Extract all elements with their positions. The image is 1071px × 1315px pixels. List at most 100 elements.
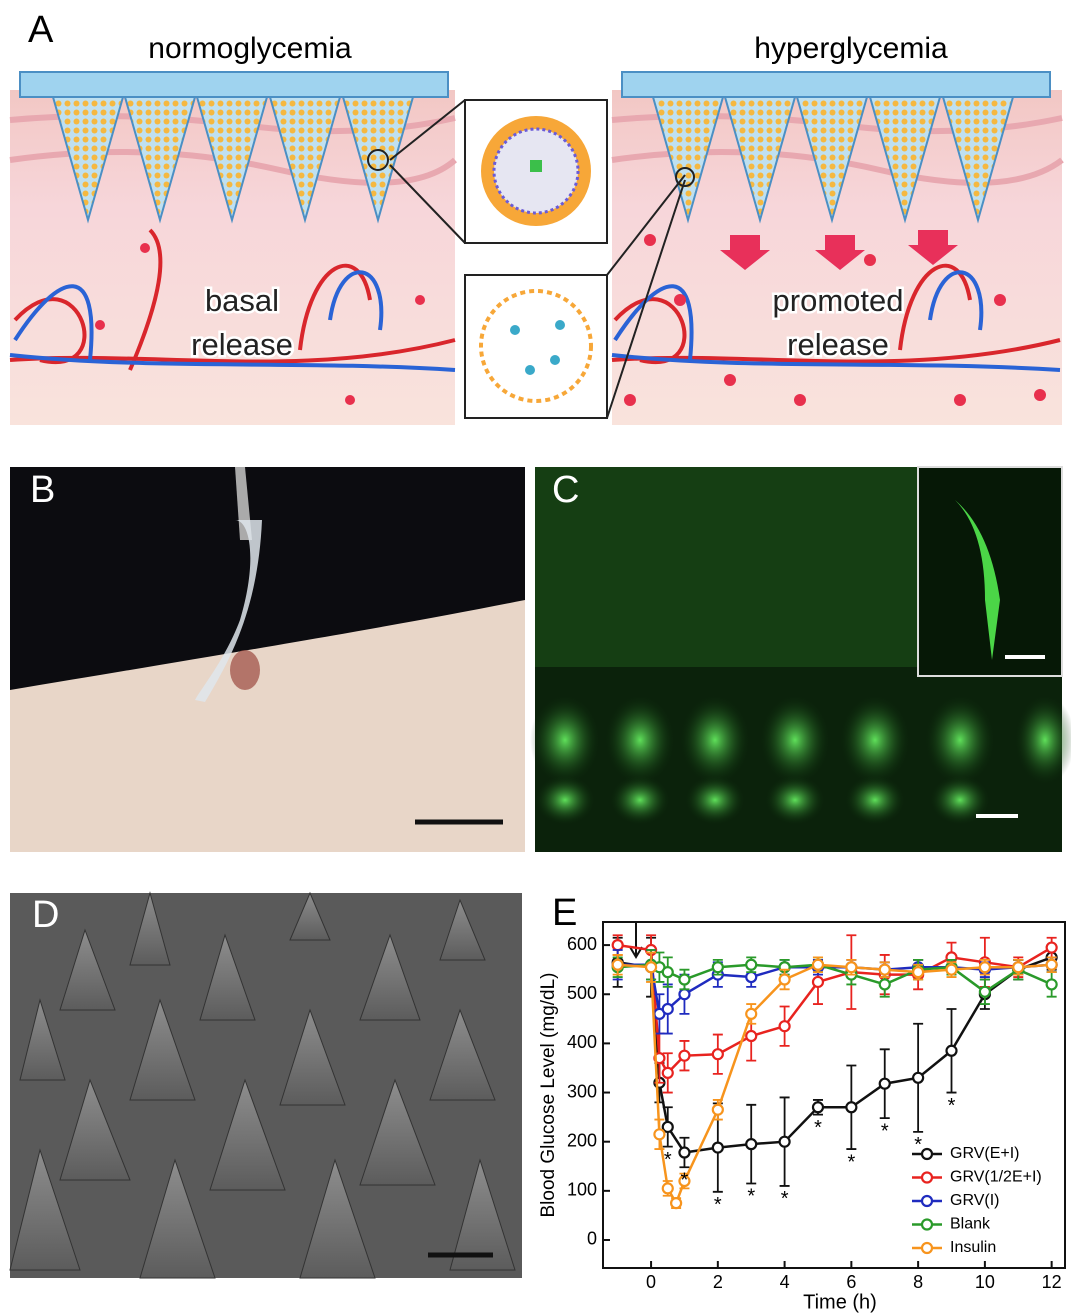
data-point xyxy=(746,1139,756,1149)
data-point xyxy=(980,962,990,972)
data-point xyxy=(780,975,790,985)
significance-star: * xyxy=(714,1194,722,1216)
annotation: promoted xyxy=(773,283,904,318)
legend-label: GRV(E+I) xyxy=(950,1145,1020,1162)
x-tick-label: 12 xyxy=(1042,1272,1062,1292)
data-point xyxy=(980,987,990,997)
data-point xyxy=(613,940,623,950)
legend-label: GRV(I) xyxy=(950,1192,999,1209)
y-tick-label: 0 xyxy=(587,1229,597,1249)
injection-arrow xyxy=(630,922,642,957)
data-point xyxy=(713,1049,723,1059)
significance-star: * xyxy=(747,1186,755,1208)
annotation: basal xyxy=(205,283,279,318)
legend-marker xyxy=(922,1173,932,1183)
x-tick-label: 4 xyxy=(780,1272,790,1292)
patch-base xyxy=(20,72,448,97)
significance-star: * xyxy=(847,1151,855,1173)
patch-base xyxy=(622,72,1050,97)
y-tick-label: 400 xyxy=(567,1032,597,1052)
legend-label: Blank xyxy=(950,1216,991,1233)
legend-marker xyxy=(922,1220,932,1230)
x-axis-title: Time (h) xyxy=(803,1291,877,1313)
x-tick-label: 10 xyxy=(975,1272,995,1292)
significance-star: * xyxy=(781,1188,789,1210)
x-tick-label: 6 xyxy=(846,1272,856,1292)
data-point xyxy=(663,967,673,977)
vesicle-cargo xyxy=(530,160,542,172)
data-point xyxy=(880,1079,890,1089)
data-point xyxy=(663,1183,673,1193)
condition-title: normoglycemia xyxy=(148,32,352,65)
panel-d: D xyxy=(10,893,522,1278)
data-point xyxy=(646,962,656,972)
panel-b: B xyxy=(10,467,525,852)
significance-star: * xyxy=(814,1117,822,1139)
dissociated-inset xyxy=(465,275,607,418)
data-point xyxy=(780,1137,790,1147)
data-point xyxy=(613,960,623,970)
figure: A normoglycemia hyperglycemia basal rele… xyxy=(0,0,1071,1315)
data-point xyxy=(713,1143,723,1153)
data-point xyxy=(813,977,823,987)
data-point xyxy=(679,1148,689,1158)
y-tick-label: 600 xyxy=(567,934,597,954)
data-point xyxy=(1047,979,1057,989)
panel-label: E xyxy=(552,892,577,934)
data-point xyxy=(846,1102,856,1112)
data-point xyxy=(746,972,756,982)
data-point xyxy=(1047,960,1057,970)
annotation: release xyxy=(191,327,293,362)
data-point xyxy=(663,1122,673,1132)
x-tick-label: 0 xyxy=(646,1272,656,1292)
data-point xyxy=(654,1129,664,1139)
data-point xyxy=(846,962,856,972)
legend-marker xyxy=(922,1196,932,1206)
panel-a: A normoglycemia hyperglycemia basal rele… xyxy=(10,9,1062,425)
data-point xyxy=(663,1004,673,1014)
data-point xyxy=(813,960,823,970)
panel-e: E Time (h) Blood Glucose Level (mg/dL) 0… xyxy=(538,892,1065,1313)
condition-title: hyperglycemia xyxy=(754,32,948,65)
data-point xyxy=(671,1198,681,1208)
data-point xyxy=(1047,943,1057,953)
annotation: release xyxy=(787,327,889,362)
data-point xyxy=(1013,962,1023,972)
data-point xyxy=(679,989,689,999)
data-point xyxy=(947,965,957,975)
data-point xyxy=(780,1021,790,1031)
y-axis-title: Blood Glucose Level (mg/dL) xyxy=(538,972,559,1217)
legend-marker xyxy=(922,1243,932,1253)
panel-label: B xyxy=(30,469,55,511)
y-tick-label: 100 xyxy=(567,1180,597,1200)
data-point xyxy=(880,965,890,975)
legend-label: Insulin xyxy=(950,1239,996,1256)
x-tick-label: 8 xyxy=(913,1272,923,1292)
skin-mark xyxy=(230,650,260,690)
panel-label: C xyxy=(552,469,579,511)
data-point xyxy=(913,967,923,977)
data-point xyxy=(813,1102,823,1112)
panel-c: C xyxy=(530,467,1071,852)
data-point xyxy=(663,1068,673,1078)
data-point xyxy=(913,1073,923,1083)
significance-star: * xyxy=(664,1149,672,1171)
data-point xyxy=(746,1009,756,1019)
y-tick-label: 200 xyxy=(567,1130,597,1150)
panel-label: A xyxy=(28,9,54,51)
data-point xyxy=(746,960,756,970)
data-point xyxy=(947,1046,957,1056)
data-point xyxy=(679,1051,689,1061)
y-tick-label: 300 xyxy=(567,1081,597,1101)
data-point xyxy=(746,1031,756,1041)
panel-label: D xyxy=(32,894,59,936)
legend-marker xyxy=(922,1149,932,1159)
data-point xyxy=(679,975,689,985)
significance-star: * xyxy=(881,1120,889,1142)
significance-star: * xyxy=(681,1170,689,1192)
data-point xyxy=(880,979,890,989)
legend-label: GRV(1/2E+I) xyxy=(950,1169,1042,1186)
y-tick-label: 500 xyxy=(567,983,597,1003)
data-point xyxy=(713,1105,723,1115)
data-point xyxy=(713,962,723,972)
